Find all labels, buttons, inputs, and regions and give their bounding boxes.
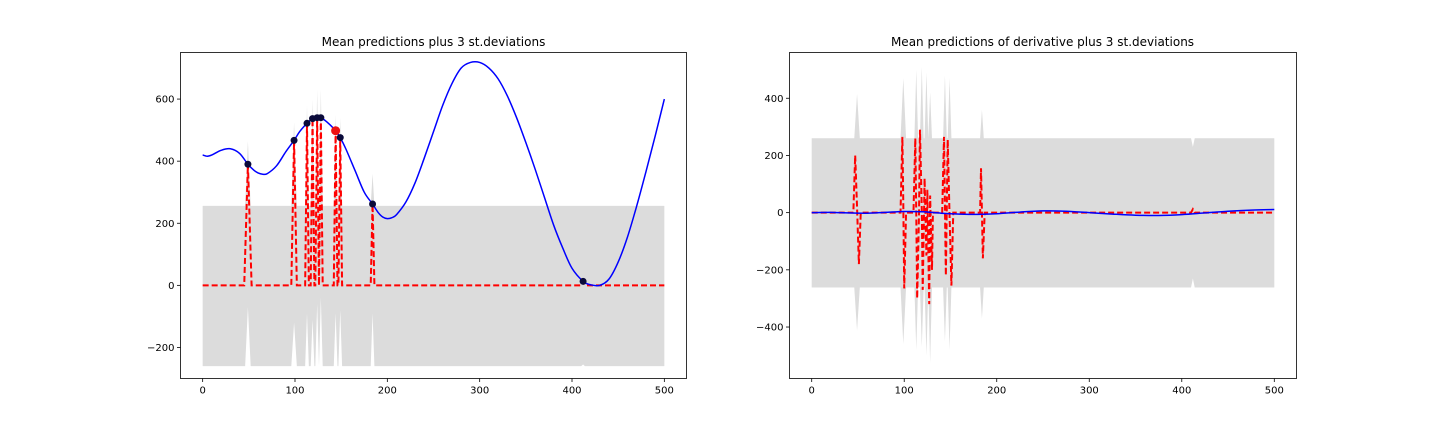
chart-predictions: Mean predictions plus 3 st.deviations 0 1… — [147, 35, 687, 397]
observation-point — [244, 160, 252, 168]
chart-title: Mean predictions plus 3 st.deviations — [322, 35, 546, 49]
uncertainty-band — [811, 66, 1275, 363]
observation-point — [336, 134, 344, 142]
y-tick-label: 0 — [777, 208, 783, 219]
x-tick-label: 400 — [562, 386, 581, 397]
x-tick-label: 500 — [655, 386, 674, 397]
x-tick-label: 200 — [378, 386, 397, 397]
plot-frame — [789, 52, 1297, 379]
observation-point — [331, 126, 341, 136]
x-tick-label: 0 — [809, 386, 815, 397]
x-tick-label: 100 — [895, 386, 914, 397]
series-line-dashed-red — [811, 129, 1275, 305]
y-tick-label: 400 — [155, 157, 174, 168]
x-tick-label: 0 — [199, 386, 205, 397]
y-tick-label: −200 — [756, 265, 783, 276]
plot-frame — [180, 52, 687, 379]
series-line-mean — [811, 208, 1275, 217]
y-tick-label: −400 — [756, 323, 783, 334]
chart-title: Mean predictions of derivative plus 3 st… — [891, 35, 1194, 49]
observation-point — [579, 277, 587, 285]
y-tick-label: 400 — [764, 94, 783, 105]
chart-derivative: Mean predictions of derivative plus 3 st… — [756, 35, 1297, 397]
y-tick-label: −200 — [147, 343, 174, 354]
y-tick-label: 600 — [155, 95, 174, 106]
y-tick-label: 0 — [168, 281, 174, 292]
observation-point — [317, 114, 325, 122]
x-tick-label: 300 — [1080, 386, 1099, 397]
plot-area — [811, 66, 1275, 363]
observation-point — [290, 136, 298, 144]
series-line-mean — [202, 60, 666, 287]
y-tick-label: 200 — [764, 151, 783, 162]
plot-area — [202, 60, 666, 367]
y-tick-label: 200 — [155, 219, 174, 230]
observation-point — [369, 200, 377, 208]
x-tick-label: 500 — [1265, 386, 1284, 397]
observation-point — [303, 119, 311, 127]
x-tick-label: 100 — [285, 386, 304, 397]
x-tick-label: 400 — [1172, 386, 1191, 397]
x-tick-label: 200 — [987, 386, 1006, 397]
x-tick-label: 300 — [470, 386, 489, 397]
